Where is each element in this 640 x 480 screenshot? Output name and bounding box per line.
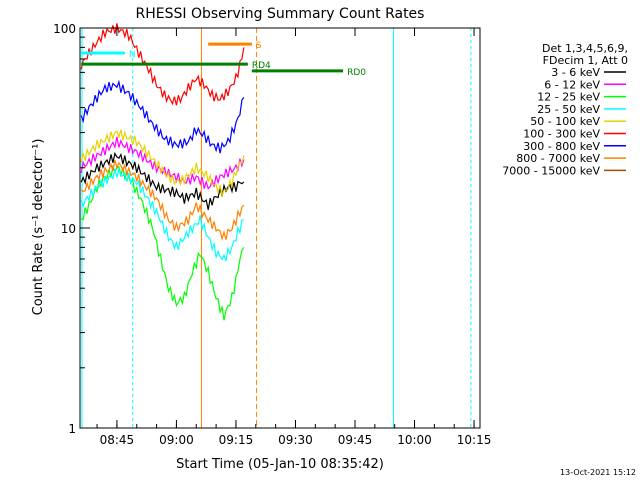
x-tick-label: 09:15 <box>219 433 254 447</box>
series-line <box>80 151 245 210</box>
legend-entry-label: 3 - 6 keV <box>551 66 600 79</box>
y-tick-label: 100 <box>53 22 76 36</box>
annotation-label: S <box>256 41 262 51</box>
legend-entry-label: 6 - 12 keV <box>544 78 600 91</box>
legend-header: Det 1,3,4,5,6,9, <box>542 42 628 55</box>
legend-entry-label: 300 - 800 keV <box>523 140 600 153</box>
series-line <box>80 164 245 321</box>
legend-entry-label: 7000 - 15000 keV <box>502 164 600 177</box>
annotation-label: RD4 <box>252 61 271 71</box>
y-tick-label: 10 <box>61 222 76 236</box>
plot-frame <box>79 27 481 429</box>
x-tick-label: 10:00 <box>397 433 432 447</box>
x-tick-label: 10:15 <box>457 433 492 447</box>
legend-header: FDecim 1, Att 0 <box>543 54 628 67</box>
annotation-label: RD0 <box>347 68 366 78</box>
x-tick-label: 09:45 <box>338 433 373 447</box>
chart-title: RHESSI Observing Summary Count Rates <box>136 6 425 22</box>
series-line <box>80 136 245 190</box>
series-line <box>80 129 245 199</box>
footer-date: 13-Oct-2021 15:12 <box>560 468 636 477</box>
legend-entry-label: 25 - 50 keV <box>537 103 600 116</box>
series-line <box>80 166 245 262</box>
annotation-label: N <box>129 50 136 60</box>
series-line <box>80 79 245 154</box>
legend-entry-label: 50 - 100 keV <box>530 115 600 128</box>
x-tick-label: 08:45 <box>100 433 135 447</box>
legend-entry-label: 800 - 7000 keV <box>516 152 600 165</box>
legend: Det 1,3,4,5,6,9,FDecim 1, Att 03 - 6 keV… <box>502 42 628 177</box>
x-tick-label: 09:00 <box>159 433 194 447</box>
x-tick-label: 09:30 <box>278 433 313 447</box>
legend-entry-label: 100 - 300 keV <box>523 128 600 141</box>
series-line <box>80 159 245 242</box>
y-tick-label: 1 <box>68 422 76 436</box>
legend-entry-label: 12 - 25 keV <box>537 91 600 104</box>
x-axis-label: Start Time (05-Jan-10 08:35:42) <box>176 457 384 472</box>
series-line <box>80 23 245 106</box>
plot-area: N S RD4 RD0 08:45 09:00 09:15 09:30 09:45 10:00 10… <box>53 22 491 447</box>
y-axis-label: Count Rate (s⁻¹ detector⁻¹) <box>31 139 46 316</box>
